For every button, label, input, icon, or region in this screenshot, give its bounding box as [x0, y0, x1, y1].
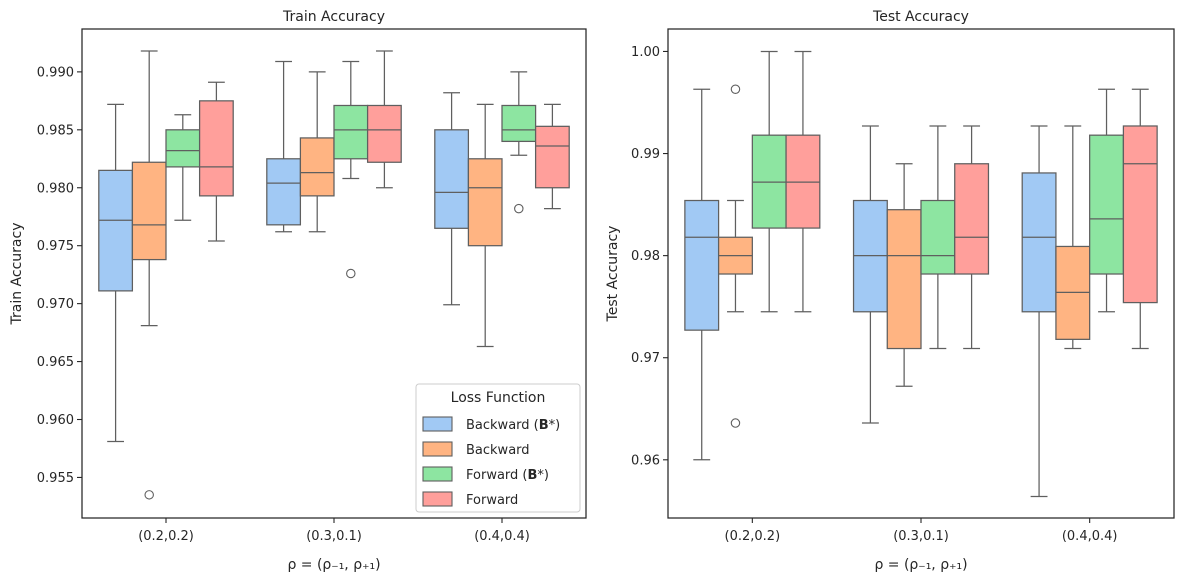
train-box-2-1 [131, 50, 167, 500]
test-box-2-2 [886, 163, 922, 387]
train-x-axis: (0.2,0.2) (0.3,0.1) (0.4,0.4) [138, 518, 530, 544]
outlier-point [514, 203, 524, 214]
train-box-2-2 [299, 71, 335, 233]
test-accuracy-panel: Test Accuracy 0.96 0.97 0.98 0.99 1.00 (0.2,… [605, 9, 1175, 573]
train-y-tick-label: 0.965 [37, 355, 74, 370]
box-body [920, 199, 956, 275]
test-box-4-3 [1122, 88, 1158, 350]
box-body [299, 137, 335, 197]
legend-swatch [422, 441, 453, 457]
train-y-axis-label: Train Accuracy [9, 223, 25, 326]
train-chart-title: Train Accuracy [282, 9, 385, 25]
test-box-2-3 [1055, 125, 1091, 350]
test-x-tick-label: (0.2,0.2) [725, 529, 781, 544]
box-body [266, 158, 302, 226]
train-y-tick-label: 0.955 [37, 471, 74, 486]
outlier-point [730, 418, 741, 428]
train-x-tick-label: (0.3,0.1) [306, 529, 362, 544]
test-y-axis-label: Test Accuracy [605, 226, 621, 323]
test-x-axis: (0.2,0.2) (0.3,0.1) (0.4,0.4) [725, 518, 1118, 544]
legend: Loss Function Backward (B*) Backward Forwa… [415, 383, 581, 513]
train-box-2-3 [467, 103, 503, 348]
test-x-tick-label: (0.4,0.4) [1062, 529, 1118, 544]
train-box-3-3 [501, 71, 537, 214]
train-y-axis: 0.955 0.960 0.965 0.970 0.975 0.980 0.985 0.990 [37, 65, 82, 486]
train-y-tick-label: 0.980 [37, 181, 74, 196]
test-y-tick-label: 1.00 [631, 45, 660, 60]
train-x-axis-label: ρ = (ρ₋₁, ρ₊₁) [287, 557, 380, 573]
box-body [366, 104, 402, 163]
box-body [1089, 134, 1125, 275]
train-y-tick-label: 0.990 [37, 65, 74, 80]
box-body [98, 169, 134, 292]
legend-entry-label: Forward (B*) [466, 468, 549, 483]
legend-swatch [422, 416, 453, 432]
test-box-1-3 [1021, 125, 1057, 498]
test-box-1-1 [684, 88, 720, 461]
test-chart-title: Test Accuracy [872, 9, 969, 25]
legend-frame [415, 383, 581, 513]
test-y-tick-label: 0.98 [631, 249, 660, 264]
train-accuracy-panel: Train Accuracy 0.955 0.960 0.965 0.970 0.975… [9, 9, 587, 573]
train-y-tick-label: 0.975 [37, 239, 74, 254]
train-x-tick-label: (0.2,0.2) [138, 529, 194, 544]
train-plot-area [98, 50, 570, 500]
test-box-3-1 [751, 50, 787, 313]
box-body [198, 100, 234, 197]
box-body [1021, 172, 1057, 313]
test-box-3-2 [920, 125, 956, 350]
test-box-2-1 [717, 84, 753, 428]
box-body [684, 199, 720, 331]
legend-entry-label: Backward (B*) [466, 418, 560, 433]
legend-swatch [422, 491, 453, 507]
train-box-1-3 [434, 92, 470, 306]
train-x-tick-label: (0.4,0.4) [474, 529, 530, 544]
train-box-4-3 [534, 103, 570, 210]
box-body [165, 129, 201, 168]
test-box-3-3 [1089, 88, 1125, 313]
train-box-3-2 [333, 60, 369, 279]
test-box-1-2 [852, 125, 888, 424]
test-y-tick-label: 0.99 [631, 147, 660, 162]
train-y-tick-label: 0.970 [37, 297, 74, 312]
train-box-1-2 [266, 60, 302, 233]
test-x-axis-label: ρ = (ρ₋₁, ρ₊₁) [874, 557, 967, 573]
test-y-tick-label: 0.96 [631, 453, 660, 468]
outlier-point [144, 490, 154, 500]
test-x-tick-label: (0.3,0.1) [893, 529, 949, 544]
outlier-point [346, 268, 356, 279]
test-y-tick-label: 0.97 [631, 351, 660, 366]
test-plot-area [684, 50, 1158, 498]
train-y-tick-label: 0.960 [37, 413, 74, 428]
box-body [467, 158, 503, 247]
legend-entry-label: Backward [466, 443, 530, 458]
test-y-axis: 0.96 0.97 0.98 0.99 1.00 [631, 45, 668, 468]
box-body [434, 129, 470, 229]
train-y-tick-label: 0.985 [37, 123, 74, 138]
box-body [1122, 125, 1158, 304]
train-box-4-2 [366, 50, 402, 189]
outlier-point [730, 84, 741, 94]
box-body [954, 163, 990, 275]
legend-swatch [422, 466, 453, 482]
legend-entry-label: Forward [466, 493, 518, 508]
train-box-3-1 [165, 114, 201, 221]
test-box-4-2 [954, 125, 990, 350]
test-box-4-1 [785, 50, 821, 313]
box-body [131, 161, 167, 261]
train-box-4-1 [198, 81, 234, 242]
box-body [886, 209, 922, 350]
train-box-1-1 [98, 103, 134, 443]
legend-title: Loss Function [451, 390, 546, 406]
box-body [501, 104, 537, 143]
box-body [534, 125, 570, 189]
box-body [333, 104, 369, 160]
